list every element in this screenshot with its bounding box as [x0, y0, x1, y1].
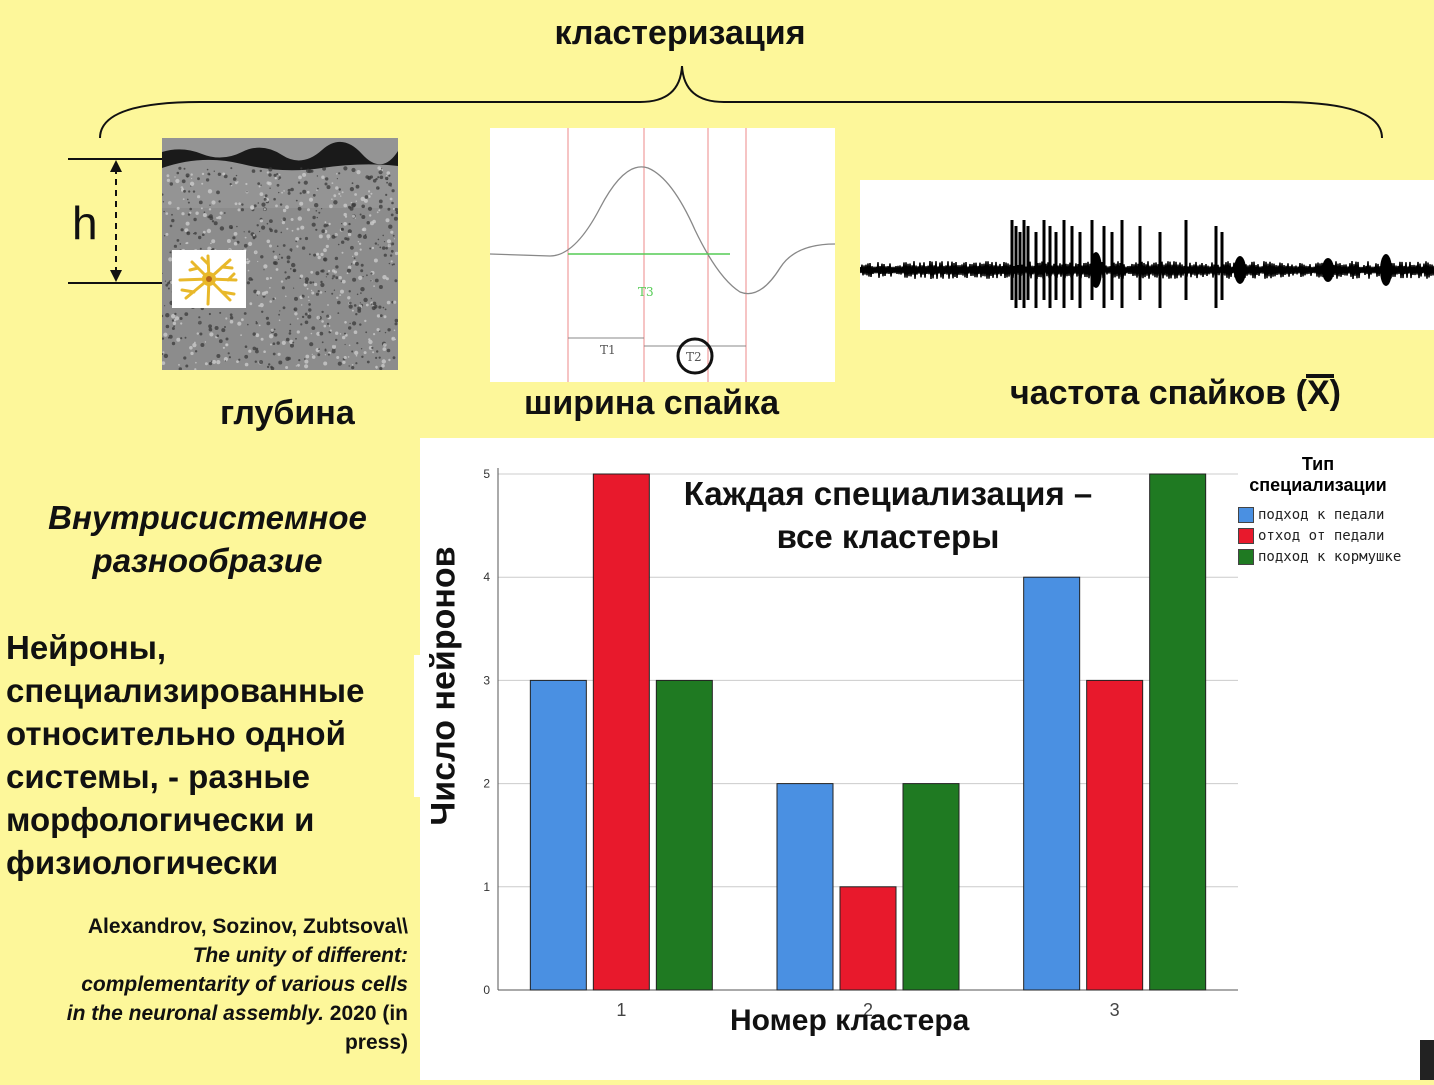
citation-title-2: complementarity of various cells [81, 973, 408, 996]
diversity-heading: Внутрисистемное разнообразие [0, 496, 415, 582]
annotation-line-2: все кластеры [776, 518, 1000, 555]
neurons-line-3: относительно одной [6, 715, 346, 752]
depth-h-label: h [72, 197, 98, 249]
diversity-line-1: Внутрисистемное [48, 499, 367, 536]
legend-title: Тип специализации [1228, 454, 1408, 496]
legend-title-line-2: специализации [1249, 475, 1387, 495]
corner-mark [1420, 1040, 1434, 1080]
t3-label: T3 [638, 285, 654, 299]
cortex-tissue-texture [162, 138, 398, 370]
depth-caption: глубина [220, 394, 355, 432]
slide-title: кластеризация [554, 14, 806, 52]
cortex-tissue-image [162, 138, 398, 370]
chart-annotation: Каждая специализация – все кластеры [658, 472, 1118, 558]
depth-marker [68, 158, 164, 284]
x-tick-label: 1 [616, 1000, 626, 1020]
bar-cluster-1-series-1 [592, 473, 650, 991]
bar-cluster-1-series-2 [655, 679, 713, 991]
spike-train-panel [859, 180, 1434, 330]
y-tick-label: 5 [483, 467, 490, 481]
legend-swatch-blue [1238, 506, 1254, 523]
y-tick-label: 2 [483, 777, 490, 791]
neurons-line-6: физиологически [6, 844, 279, 881]
spike-waveform: T3 T1 T2 [489, 128, 836, 382]
y-tick-label: 1 [483, 880, 490, 894]
legend-label: отход от педали [1258, 527, 1385, 544]
chart-legend: Тип специализации подход к педали отход … [1238, 454, 1428, 567]
legend-swatch-red [1238, 527, 1254, 544]
legend-label: подход к педали [1258, 506, 1385, 523]
curly-brace [99, 65, 1383, 139]
y-tick-label: 4 [483, 570, 490, 584]
overline-x-bar [1306, 374, 1334, 378]
legend-item-approach-feeder: подход к кормушке [1238, 546, 1428, 567]
y-tick-label: 0 [483, 983, 490, 997]
citation-title-3: in the neuronal assembly. [66, 1002, 324, 1025]
citation-authors: Alexandrov, Sozinov, Zubtsova\\ [87, 915, 408, 938]
neurons-line-5: морфологически и [6, 801, 315, 838]
neurons-line-2: специализированные [6, 672, 365, 709]
legend-item-approach-pedal: подход к педали [1238, 504, 1428, 525]
legend-swatch-green [1238, 548, 1254, 565]
bar-chart: 0 1 2 3 4 5 1 2 3 [483, 467, 1238, 1020]
x-tick-label: 3 [1110, 1000, 1120, 1020]
bar-cluster-3-series-2 [1149, 473, 1207, 991]
citation: Alexandrov, Sozinov, Zubtsova\\ The unit… [6, 912, 408, 1057]
bar-cluster-3-series-1 [1086, 679, 1144, 991]
spike-waveform-panel: T3 T1 T2 [489, 128, 836, 382]
annotation-line-1: Каждая специализация – [683, 475, 1093, 512]
spike-width-caption: ширина спайка [524, 384, 779, 422]
t2-label: T2 [686, 350, 702, 364]
bar-cluster-2-series-0 [776, 783, 834, 991]
neurons-line-4: системы, - разные [6, 758, 310, 795]
neurons-statement: Нейроны, специализированные относительно… [6, 626, 426, 884]
y-tick-label: 3 [483, 673, 490, 687]
spike-frequency-caption: частота спайков (X) [1010, 374, 1341, 412]
neurons-line-1: Нейроны, [6, 629, 167, 666]
t1-label: T1 [600, 343, 616, 357]
bar-cluster-3-series-0 [1023, 576, 1081, 991]
x-axis-label: Номер кластера [730, 1004, 970, 1037]
legend-label: подход к кормушке [1258, 548, 1402, 565]
citation-status: press) [344, 1031, 408, 1054]
chart-panel: 0 1 2 3 4 5 1 2 3 [420, 438, 1434, 1080]
x-tick-label: 2 [863, 1000, 873, 1020]
bar-cluster-2-series-2 [902, 783, 960, 991]
neuron-icon [178, 254, 238, 306]
spike-train [859, 220, 1434, 308]
diversity-line-2: разнообразие [92, 542, 323, 579]
bar-cluster-1-series-0 [529, 679, 587, 991]
legend-item-leave-pedal: отход от педали [1238, 525, 1428, 546]
citation-title-1: The unity of different: [192, 944, 408, 967]
neuron-inset [172, 250, 246, 308]
y-axis-label: Число нейронов [424, 546, 463, 826]
bar-cluster-2-series-1 [839, 886, 897, 991]
white-strip [414, 655, 422, 797]
citation-year: 2020 (in [329, 1002, 408, 1025]
legend-title-line-1: Тип [1301, 454, 1335, 474]
